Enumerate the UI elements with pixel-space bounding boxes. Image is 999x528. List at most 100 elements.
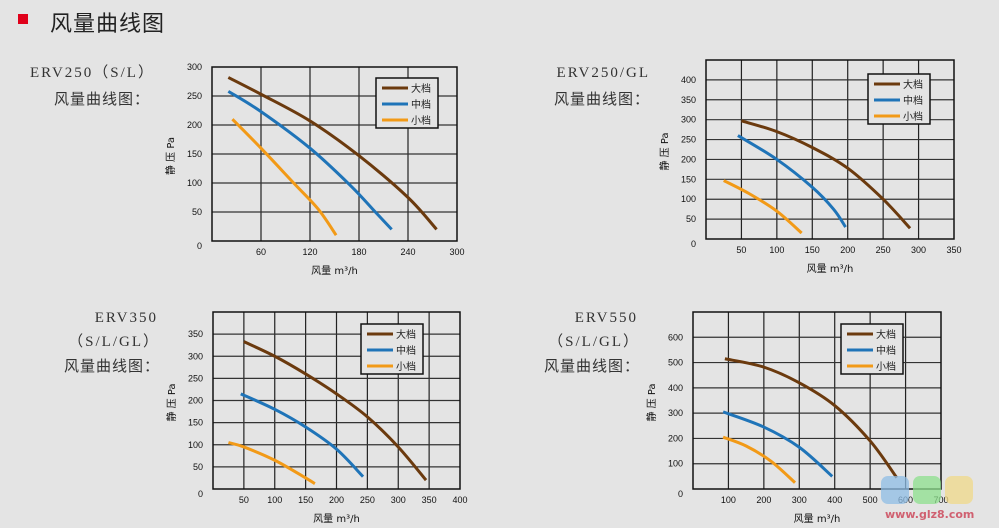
x-tick-label: 400 <box>452 495 467 505</box>
model-caption: 风量曲线图： <box>543 357 640 375</box>
y-tick-label: 100 <box>681 194 696 204</box>
x-axis-label: 风量 m³/h <box>311 265 358 277</box>
y-tick-label: 350 <box>188 329 203 339</box>
y-tick-label: 250 <box>187 91 202 101</box>
plot-frame <box>212 311 461 490</box>
series-line-大档 <box>227 76 438 231</box>
y-tick-label: 0 <box>197 241 202 251</box>
y-tick-label: 150 <box>681 174 696 184</box>
x-tick-label: 200 <box>329 495 344 505</box>
x-tick-label: 350 <box>946 245 961 255</box>
model-variants: （S/L/GL） <box>548 334 640 350</box>
y-tick-label: 0 <box>691 239 696 249</box>
x-tick-label: 200 <box>756 495 771 505</box>
legend-label: 小档 <box>876 360 896 373</box>
y-tick-label: 200 <box>188 396 203 406</box>
x-tick-label: 200 <box>840 245 855 255</box>
plot-area: 50 100 150 200 250 300 350 400 0 50 100 150 200 250 30… <box>165 311 468 525</box>
x-axis-label: 风量 m³/h <box>794 513 841 525</box>
legend-label: 大档 <box>396 328 416 341</box>
plot-area: 50 100 150 200 250 300 350 0 50 100 150 200 250 300 35… <box>658 59 962 275</box>
x-tick-label: 300 <box>911 245 926 255</box>
legend-label: 小档 <box>396 360 416 373</box>
x-tick-label: 50 <box>239 495 249 505</box>
y-tick-label: 150 <box>188 418 203 428</box>
model-label-erv250-sl: ERV250（S/L） 风量曲线图： <box>30 60 153 112</box>
y-tick-label: 200 <box>668 433 683 443</box>
series-line-小档 <box>722 435 797 484</box>
model-caption: 风量曲线图： <box>553 90 650 108</box>
series-line-大档 <box>243 340 428 482</box>
x-tick-label: 300 <box>792 495 807 505</box>
x-tick-label: 100 <box>721 495 736 505</box>
legend-label: 中档 <box>876 344 896 357</box>
y-tick-label: 150 <box>187 149 202 159</box>
y-tick-label: 300 <box>681 115 696 125</box>
y-tick-label: 250 <box>681 135 696 145</box>
series-line-小档 <box>228 441 316 485</box>
x-axis-label: 风量 m³/h <box>313 513 360 525</box>
watermark-block-blue <box>881 476 909 504</box>
y-tick-label: 400 <box>681 75 696 85</box>
legend-label: 小档 <box>903 110 923 123</box>
y-axis-label: 静 压 Pa <box>165 383 178 421</box>
plot-frame <box>211 66 458 242</box>
series-line-中档 <box>722 410 834 478</box>
y-tick-label: 0 <box>198 489 203 499</box>
x-tick-label: 250 <box>876 245 891 255</box>
x-tick-label: 240 <box>400 247 415 257</box>
series-line-中档 <box>737 134 847 228</box>
y-tick-label: 0 <box>678 489 683 499</box>
x-tick-label: 180 <box>351 247 366 257</box>
legend-label: 中档 <box>903 94 923 107</box>
plot-frame <box>692 311 942 490</box>
title-bullet-icon <box>18 14 28 24</box>
y-axis-label: 静 压 Pa <box>645 383 658 421</box>
y-tick-label: 500 <box>668 358 683 368</box>
y-tick-label: 50 <box>193 462 203 472</box>
y-tick-label: 100 <box>668 459 683 469</box>
series-line-中档 <box>240 392 365 478</box>
watermark-block-green <box>913 476 941 504</box>
x-tick-label: 100 <box>769 245 784 255</box>
legend-label: 大档 <box>903 78 923 91</box>
watermark-logo: www.glz8.com <box>877 474 999 528</box>
legend-label: 小档 <box>411 114 431 127</box>
x-tick-label: 60 <box>256 247 266 257</box>
x-tick-label: 400 <box>827 495 842 505</box>
y-tick-label: 350 <box>681 95 696 105</box>
series-line-小档 <box>231 118 338 237</box>
y-tick-label: 100 <box>187 178 202 188</box>
x-tick-label: 350 <box>422 495 437 505</box>
y-tick-label: 600 <box>668 332 683 342</box>
x-tick-label: 120 <box>302 247 317 257</box>
series-line-小档 <box>723 179 803 235</box>
y-tick-label: 200 <box>681 154 696 164</box>
x-tick-label: 300 <box>391 495 406 505</box>
model-name: ERV550 <box>574 310 638 326</box>
model-label-erv350: ERV350 （S/L/GL） 风量曲线图： <box>40 306 160 378</box>
model-caption: 风量曲线图： <box>63 357 160 375</box>
page-title: 风量曲线图 <box>50 12 166 37</box>
y-tick-label: 250 <box>188 373 203 383</box>
y-tick-label: 300 <box>668 408 683 418</box>
series-line-大档 <box>740 119 912 230</box>
model-variants: （S/L/GL） <box>68 334 160 350</box>
x-tick-label: 700 <box>933 495 948 505</box>
legend-label: 大档 <box>876 328 896 341</box>
series-line-中档 <box>227 90 393 231</box>
x-axis-label: 风量 m³/h <box>807 263 854 275</box>
y-tick-label: 300 <box>188 351 203 361</box>
y-tick-label: 50 <box>192 207 202 217</box>
model-caption: 风量曲线图： <box>53 90 150 108</box>
watermark-block-yellow <box>945 476 973 504</box>
watermark-url: www.glz8.com <box>885 508 975 521</box>
model-label-erv250-gl: ERV250/GL 风量曲线图： <box>530 60 650 112</box>
